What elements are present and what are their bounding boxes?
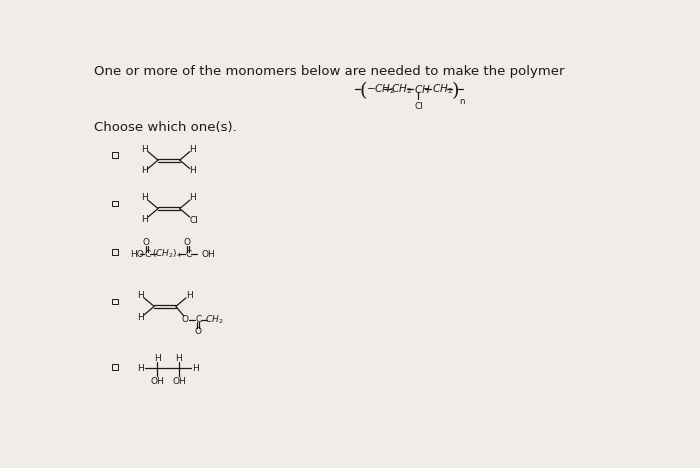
- Text: OH: OH: [172, 377, 186, 386]
- Bar: [112, 299, 118, 304]
- Text: Cl: Cl: [414, 102, 423, 111]
- Bar: [112, 201, 118, 206]
- Text: H: H: [190, 193, 196, 202]
- Text: H: H: [154, 353, 160, 363]
- Text: H: H: [138, 291, 144, 300]
- Text: O: O: [143, 238, 150, 247]
- Text: $CH$: $CH$: [414, 83, 430, 95]
- Text: Choose which one(s).: Choose which one(s).: [94, 121, 237, 134]
- Text: H: H: [190, 167, 196, 176]
- Bar: [112, 153, 118, 158]
- Text: O: O: [194, 327, 201, 336]
- Text: C: C: [144, 249, 150, 258]
- Text: H: H: [138, 313, 144, 322]
- Text: O: O: [184, 238, 191, 247]
- Text: $CH_2$: $CH_2$: [391, 82, 412, 96]
- Text: H: H: [141, 215, 148, 224]
- Text: (: (: [360, 82, 368, 100]
- Text: HO: HO: [130, 249, 144, 258]
- Text: H: H: [190, 145, 196, 154]
- Text: ): ): [452, 82, 459, 100]
- Text: $-CH_2$: $-CH_2$: [365, 82, 396, 96]
- Text: H: H: [138, 364, 144, 373]
- Text: H: H: [141, 193, 148, 202]
- Text: OH: OH: [202, 249, 215, 258]
- Text: $(CH_2)_4$: $(CH_2)_4$: [151, 248, 181, 260]
- Text: H: H: [141, 167, 148, 176]
- Text: H: H: [192, 364, 199, 373]
- Text: Cl: Cl: [189, 216, 198, 225]
- Text: C: C: [185, 249, 191, 258]
- Bar: [112, 249, 118, 255]
- Text: OH: OH: [150, 377, 164, 386]
- Text: H: H: [141, 145, 148, 154]
- Bar: [112, 364, 118, 370]
- Text: n: n: [459, 97, 465, 106]
- Text: $CH_2$: $CH_2$: [432, 82, 452, 96]
- Text: C: C: [195, 315, 202, 324]
- Text: O: O: [182, 315, 189, 324]
- Text: H: H: [186, 291, 192, 300]
- Text: $CH_2$: $CH_2$: [205, 313, 224, 326]
- Text: One or more of the monomers below are needed to make the polymer: One or more of the monomers below are ne…: [94, 65, 564, 78]
- Text: H: H: [176, 353, 182, 363]
